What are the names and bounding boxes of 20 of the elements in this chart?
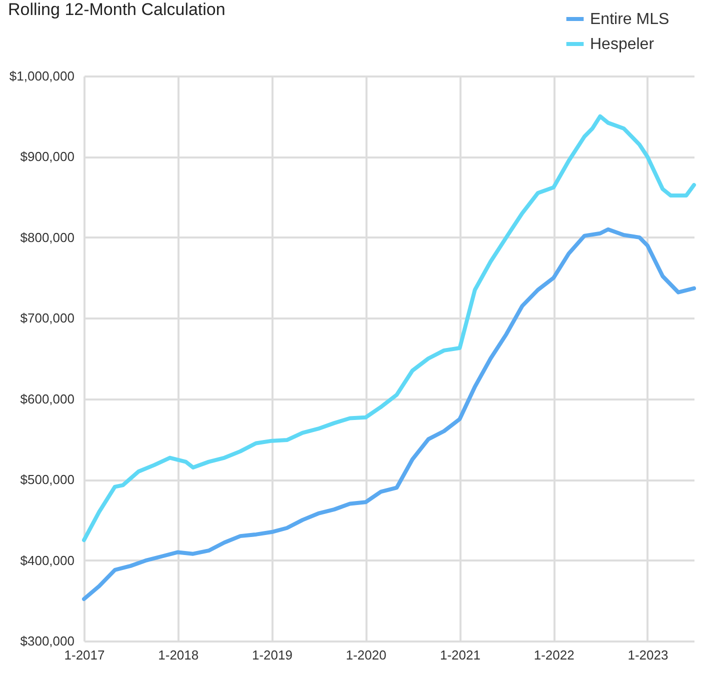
- x-tick-label: 1-2018: [158, 648, 199, 662]
- y-tick-label: $700,000: [20, 310, 74, 326]
- x-tick-label: 1-2017: [64, 648, 105, 662]
- line-series: [82, 114, 696, 542]
- x-tick-label: 1-2023: [628, 648, 668, 662]
- y-tick-label: $1,000,000: [9, 68, 74, 84]
- y-tick-label: $400,000: [20, 552, 74, 568]
- y-tick-label: $600,000: [20, 391, 74, 406]
- y-tick-label: $500,000: [20, 472, 74, 488]
- legend-label: Hespeler: [590, 36, 655, 53]
- y-tick-label: $800,000: [20, 230, 74, 245]
- x-tick-label: 1-2021: [440, 648, 480, 662]
- chart-title: Rolling 12-Month Calculation: [8, 0, 226, 20]
- line-series: [82, 227, 696, 602]
- y-tick-label: $300,000: [20, 634, 74, 648]
- y-tick-label: $900,000: [20, 149, 74, 164]
- x-tick-label: 1-2020: [346, 648, 386, 662]
- legend-label: Entire MLS: [590, 11, 670, 28]
- x-tick-label: 1-2019: [252, 648, 292, 662]
- x-tick-label: 1-2022: [534, 648, 574, 662]
